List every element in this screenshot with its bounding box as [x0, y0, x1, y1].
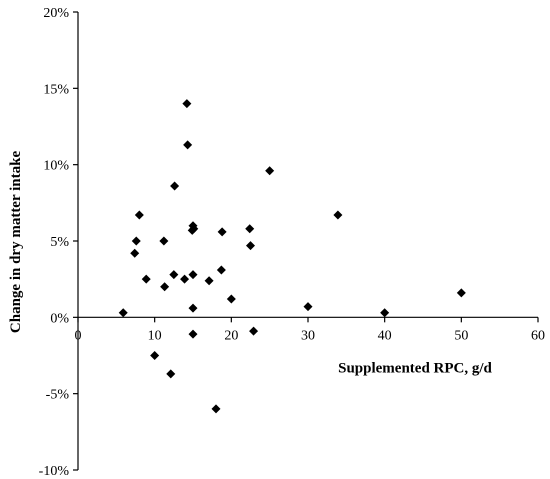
x-tick-label: 60	[531, 328, 545, 343]
data-point	[188, 270, 198, 280]
x-tick-label: 30	[301, 328, 315, 343]
x-axis-ticks: 0102030405060	[75, 317, 545, 343]
data-point	[166, 369, 176, 379]
data-point	[333, 210, 343, 220]
data-point	[130, 248, 140, 258]
data-point	[456, 288, 466, 298]
data-point	[141, 274, 151, 284]
data-point	[249, 326, 259, 336]
data-point	[216, 265, 226, 275]
y-tick-label: -10%	[39, 464, 70, 479]
data-point	[265, 166, 275, 176]
x-tick-label: 40	[378, 328, 392, 343]
data-point	[180, 274, 190, 284]
data-point	[183, 140, 193, 150]
data-point	[226, 294, 236, 304]
data-point	[380, 308, 390, 318]
y-tick-label: 10%	[43, 159, 69, 174]
y-tick-label: 20%	[43, 6, 69, 21]
data-point	[131, 236, 141, 246]
data-point	[204, 276, 214, 286]
data-point	[118, 308, 128, 318]
data-point	[169, 270, 179, 280]
data-point	[246, 241, 255, 251]
y-tick-label: -5%	[46, 388, 70, 403]
x-tick-label: 20	[224, 328, 238, 343]
data-point	[182, 99, 192, 109]
data-point	[217, 227, 227, 237]
x-tick-label: 10	[148, 328, 162, 343]
y-tick-label: 0%	[50, 311, 69, 326]
data-points	[118, 99, 466, 414]
data-point	[211, 404, 221, 414]
data-point	[245, 224, 255, 234]
data-point	[170, 181, 180, 191]
data-point	[188, 329, 198, 339]
y-axis-ticks: 20% 15% 10% 5% 0% -5% -10%	[39, 6, 78, 479]
data-point	[160, 282, 170, 292]
data-point	[189, 224, 199, 234]
x-axis-title: Supplemented RPC, g/d	[338, 360, 492, 376]
x-tick-label: 50	[454, 328, 468, 343]
data-point	[188, 303, 198, 313]
data-point	[134, 210, 144, 220]
data-point	[159, 236, 169, 246]
y-axis-title: Change in dry matter intake	[8, 151, 24, 334]
y-tick-label: 15%	[43, 82, 69, 97]
data-point	[150, 351, 160, 360]
y-tick-label: 5%	[50, 235, 69, 250]
data-point	[303, 302, 313, 312]
